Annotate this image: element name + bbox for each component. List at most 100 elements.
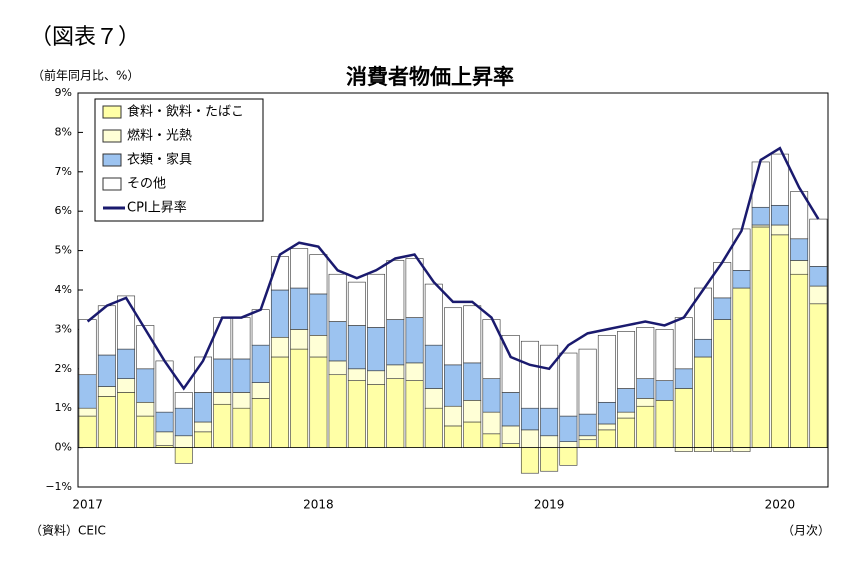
bar-segment xyxy=(251,309,270,346)
bar-segment xyxy=(597,423,616,431)
bar-segment xyxy=(674,388,693,448)
bar-segment xyxy=(367,370,386,385)
bar-segment xyxy=(655,380,674,401)
bar-segment xyxy=(463,362,482,401)
bar-segment xyxy=(328,321,347,362)
legend-label: CPI上昇率 xyxy=(127,200,187,216)
bar-segment xyxy=(386,319,405,366)
bar-segment xyxy=(213,392,232,405)
bar-segment xyxy=(386,260,405,320)
bar-segment xyxy=(559,447,578,466)
bar-segment xyxy=(405,380,424,448)
bar-segment xyxy=(424,344,443,389)
bar-segment xyxy=(309,335,328,358)
y-tick-label: 3% xyxy=(55,322,72,335)
bar-segment xyxy=(636,405,655,448)
bar-segment xyxy=(136,325,155,370)
bar-segment xyxy=(520,447,539,474)
y-tick-label: 5% xyxy=(55,244,72,257)
bar-segment xyxy=(540,447,559,472)
bar-segment xyxy=(540,344,559,409)
y-tick-label: 0% xyxy=(55,441,72,454)
bar-segment xyxy=(213,317,232,360)
bar-segment xyxy=(655,329,674,381)
y-axis-label: （前年同月比、%） xyxy=(32,68,139,83)
bar-segment xyxy=(405,362,424,381)
bar-segment xyxy=(674,317,693,370)
bar-segment xyxy=(136,401,155,417)
bar-segment xyxy=(386,364,405,379)
bar-segment xyxy=(597,335,616,403)
bar-segment xyxy=(790,238,809,261)
bar-segment xyxy=(194,421,212,433)
bar-segment xyxy=(559,415,578,442)
header: （図表７） xyxy=(30,25,140,50)
bar-segment xyxy=(809,285,828,305)
bar-segment xyxy=(367,273,386,328)
bar-segment xyxy=(636,327,655,379)
bar-segment xyxy=(97,354,116,387)
bar-segment xyxy=(97,396,116,448)
bar-segment xyxy=(309,356,328,448)
bar-segment xyxy=(367,384,386,448)
bar-segment xyxy=(617,331,636,389)
legend-swatch xyxy=(102,105,122,119)
bar-segment xyxy=(578,439,597,448)
bar-segment xyxy=(674,368,693,389)
bar-segment xyxy=(694,447,712,452)
bar-segment xyxy=(809,266,828,287)
bar-segment xyxy=(713,262,732,299)
bar-segment xyxy=(713,297,732,320)
bar-segment xyxy=(559,352,578,417)
bar-segment xyxy=(251,382,270,399)
x-tick-label: 2019 xyxy=(534,498,565,512)
bar-segment xyxy=(347,281,366,326)
legend-label: 衣類・家具 xyxy=(127,152,192,168)
bar-segment xyxy=(770,153,789,206)
bar-segment xyxy=(136,415,155,448)
bar-segment xyxy=(732,228,751,271)
bar-segment xyxy=(713,319,732,448)
bar-segment xyxy=(405,317,424,364)
x-tick-label: 2018 xyxy=(303,498,334,512)
bar-segment xyxy=(232,317,251,360)
chart-title: 消費者物価上昇率 xyxy=(346,65,514,89)
bar-segment xyxy=(809,218,828,267)
bar-segment xyxy=(501,392,520,427)
bar-segment xyxy=(520,340,539,409)
bar-segment xyxy=(347,325,366,370)
bar-segment xyxy=(790,260,809,275)
bar-segment xyxy=(367,327,386,372)
bar-segment xyxy=(78,374,97,409)
bar-segment xyxy=(501,425,520,444)
bar-segment xyxy=(174,392,193,409)
bar-segment xyxy=(174,435,193,448)
bar-segment xyxy=(270,336,289,358)
bar-segment xyxy=(770,224,789,236)
bar-segment xyxy=(117,378,136,393)
bar-segment xyxy=(347,380,366,448)
legend-swatch xyxy=(102,129,122,143)
bar-segment xyxy=(213,403,232,448)
legend-label: 食料・飲料・たばこ xyxy=(127,104,244,120)
bar-segment xyxy=(444,425,462,448)
bar-segment xyxy=(155,411,174,433)
legend-label: 燃料・光熱 xyxy=(127,128,192,144)
y-tick-label: −1% xyxy=(45,480,72,493)
bar-segment xyxy=(194,431,212,448)
bar-segment xyxy=(578,348,597,415)
bar-segment xyxy=(136,368,155,403)
bar-segment xyxy=(78,319,97,376)
bar-segment xyxy=(770,234,789,448)
legend-swatch xyxy=(102,153,122,167)
bar-segment xyxy=(617,417,636,448)
bar-segment xyxy=(232,358,251,393)
bar-segment xyxy=(578,413,597,437)
y-tick-label: 8% xyxy=(55,125,72,138)
bar-segment xyxy=(694,338,712,358)
bar-segment xyxy=(270,289,289,338)
bar-segment xyxy=(482,433,501,448)
bar-segment xyxy=(732,287,751,448)
bar-segment xyxy=(617,411,636,419)
